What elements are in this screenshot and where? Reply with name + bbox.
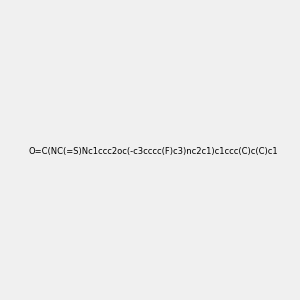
Text: O=C(NC(=S)Nc1ccc2oc(-c3cccc(F)c3)nc2c1)c1ccc(C)c(C)c1: O=C(NC(=S)Nc1ccc2oc(-c3cccc(F)c3)nc2c1)c…: [29, 147, 279, 156]
